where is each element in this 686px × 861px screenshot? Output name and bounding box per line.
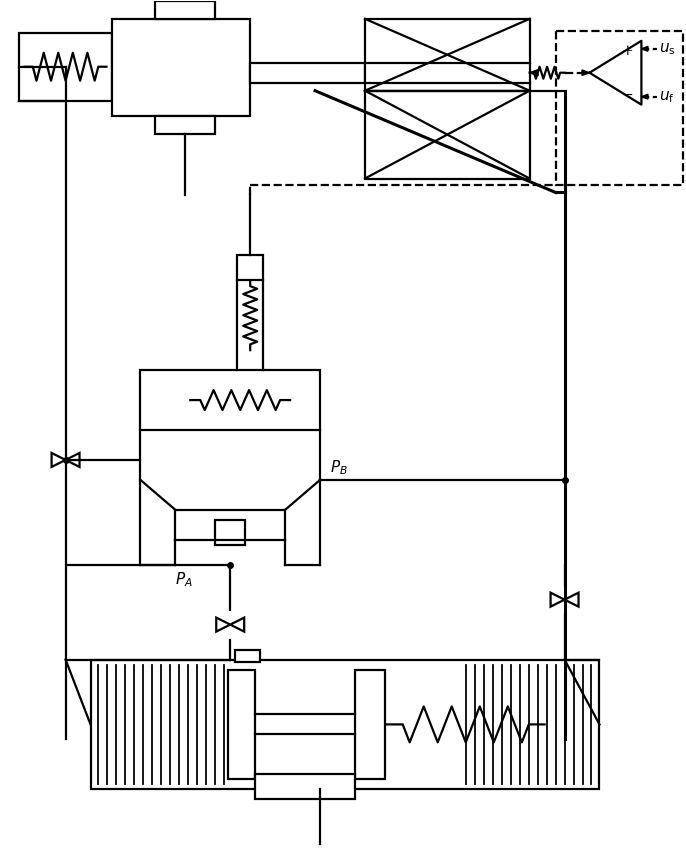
Polygon shape xyxy=(66,453,80,467)
Bar xyxy=(237,256,263,281)
Bar xyxy=(235,649,260,661)
Bar xyxy=(19,33,113,101)
Polygon shape xyxy=(551,592,565,607)
Text: $P_B$: $P_B$ xyxy=(330,459,348,477)
Text: $P_A$: $P_A$ xyxy=(176,570,193,589)
Bar xyxy=(355,670,385,779)
Bar xyxy=(156,115,215,133)
Bar xyxy=(228,670,255,779)
Bar xyxy=(141,370,320,430)
Polygon shape xyxy=(51,453,66,467)
Text: $u_\mathrm{f}$: $u_\mathrm{f}$ xyxy=(659,89,675,104)
Text: $u_\mathrm{s}$: $u_\mathrm{s}$ xyxy=(659,41,676,57)
Polygon shape xyxy=(641,46,648,51)
Bar xyxy=(91,660,600,790)
Bar xyxy=(113,19,250,115)
Bar xyxy=(255,774,355,799)
Polygon shape xyxy=(230,617,244,632)
Bar xyxy=(365,19,530,90)
Polygon shape xyxy=(530,70,538,76)
Bar xyxy=(215,520,245,545)
Bar xyxy=(156,1,215,19)
Text: +: + xyxy=(622,44,633,58)
Bar xyxy=(365,90,530,178)
Polygon shape xyxy=(216,617,230,632)
Polygon shape xyxy=(641,95,648,99)
Text: −: − xyxy=(622,88,633,102)
Bar xyxy=(556,31,683,185)
Polygon shape xyxy=(582,70,589,76)
Bar xyxy=(250,63,365,83)
Polygon shape xyxy=(565,592,578,607)
